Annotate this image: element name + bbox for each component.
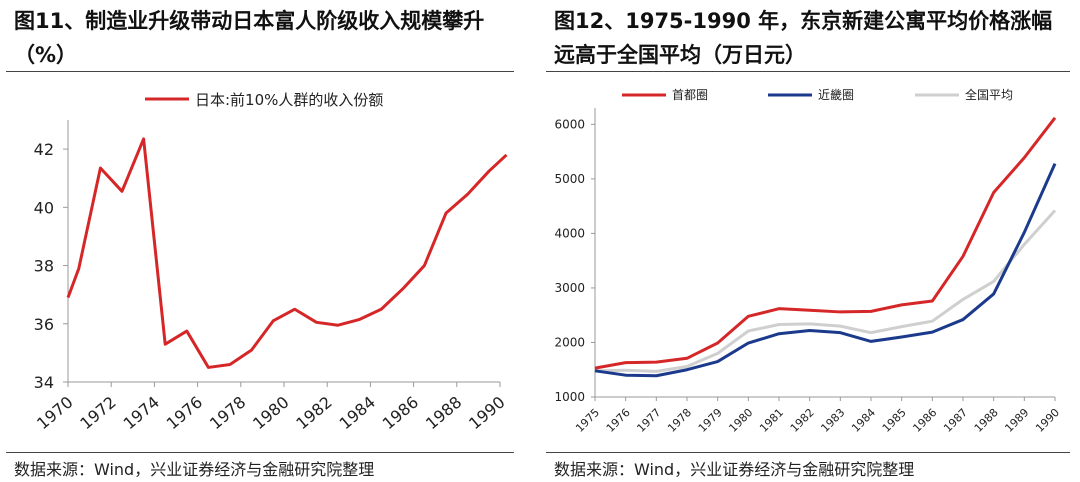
y-tick-label: 34 [34,373,54,392]
right-title-rule [546,71,1070,72]
x-tick-label: 1976 [163,393,206,434]
left-source-note: 数据来源：Wind，兴业证券经济与金融研究院整理 [14,460,375,479]
right-source-note: 数据来源：Wind，兴业证券经济与金融研究院整理 [554,460,915,479]
legend-label: 首都圈 [672,88,708,102]
legend-label: 日本:前10%人群的收入份额 [195,91,383,109]
y-tick-label: 4000 [554,226,585,240]
left-figure-panel: 图11、制造业升级带动日本富人阶级收入规模攀升（%） 34 36 38 40 42 197… [0,0,524,482]
series-line-national-average [594,209,1057,373]
legend-label: 全国平均 [965,87,1013,102]
x-tick-label: 1974 [120,393,163,434]
x-tick-label: 1983 [818,406,847,435]
x-tick-label: 1990 [465,393,508,434]
x-tick-label: 1986 [910,406,939,435]
y-tick-label: 36 [34,315,54,334]
x-tick-label: 1982 [788,406,817,435]
x-tick-label: 1987 [941,406,970,435]
legend-label: 近畿圈 [818,88,854,102]
x-tick-label: 1970 [33,393,76,434]
x-tick-label: 1990 [1033,406,1062,435]
x-tick-label: 1978 [665,406,694,435]
y-tick-label: 3000 [554,281,585,295]
right-figure-panel: 图12、1975-1990 年，东京新建公寓平均价格涨幅远高于全国平均（万日元）… [540,0,1080,482]
right-footer-rule [546,452,1070,453]
x-tick-label: 1977 [634,406,663,435]
x-tick-label: 1985 [880,406,909,435]
right-line-chart: 1000 2000 3000 4000 5000 6000 1975 1976 1977 1978… [554,87,1062,435]
y-tick-label: 5000 [554,172,585,186]
left-footer-rule [6,452,514,453]
series-line-kinki-region [594,163,1057,378]
x-tick-label: 1975 [573,406,602,435]
y-tick-label: 1000 [554,390,585,404]
left-figure-title: 图11、制造业升级带动日本富人阶级收入规模攀升（%） [14,9,485,67]
x-tick-label: 1980 [249,393,292,434]
x-tick-label: 1986 [379,393,422,434]
right-figure-title: 图12、1975-1990 年，东京新建公寓平均价格涨幅远高于全国平均（万日元） [554,9,1053,67]
x-tick-label: 1989 [1002,406,1031,435]
x-tick-label: 1988 [422,393,465,434]
y-tick-label: 2000 [554,335,585,349]
x-tick-label: 1980 [726,406,755,435]
y-tick-label: 40 [34,198,54,217]
x-tick-label: 1982 [292,393,335,434]
x-tick-label: 1978 [206,393,249,434]
y-tick-label: 6000 [554,117,585,131]
x-tick-label: 1981 [757,406,786,435]
series-line-capital-region [594,116,1057,370]
x-tick-label: 1988 [972,406,1001,435]
y-tick-label: 42 [34,140,54,159]
x-tick-label: 1979 [696,406,725,435]
x-tick-label: 1984 [849,406,878,435]
x-tick-label: 1976 [604,406,633,435]
x-tick-label: 1984 [336,393,379,434]
x-tick-label: 1972 [76,393,119,434]
series-line-top10-income-share [66,137,508,369]
left-title-rule [6,71,514,72]
y-tick-label: 38 [34,257,54,276]
